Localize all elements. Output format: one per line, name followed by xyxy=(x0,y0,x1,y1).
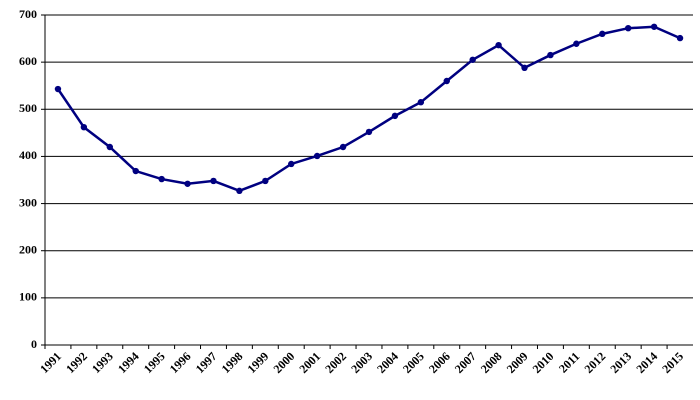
x-tick-label: 2012 xyxy=(581,349,608,376)
x-tick-label: 2009 xyxy=(504,349,531,376)
x-tick-label: 2015 xyxy=(659,349,686,376)
x-tick-label: 1994 xyxy=(115,349,142,376)
marker xyxy=(210,177,217,185)
x-tick-label: 2007 xyxy=(452,349,479,376)
x-tick-label: 2002 xyxy=(322,349,349,376)
y-tick-label: 400 xyxy=(19,148,37,162)
y-tick-label: 700 xyxy=(19,7,37,21)
marker xyxy=(676,34,684,42)
marker xyxy=(365,128,373,136)
x-tick-label: 1997 xyxy=(193,349,220,376)
x-tick-label: 2006 xyxy=(426,349,453,376)
marker xyxy=(80,124,88,131)
x-tick-label: 2001 xyxy=(296,349,323,376)
marker xyxy=(469,56,476,63)
marker xyxy=(521,64,528,72)
marker xyxy=(54,85,62,93)
x-tick-label: 1993 xyxy=(89,349,116,376)
x-tick-label: 1996 xyxy=(167,349,194,376)
x-tick-label: 1995 xyxy=(141,349,168,376)
x-tick-label: 2004 xyxy=(374,349,401,376)
y-tick-label: 0 xyxy=(31,337,37,351)
marker xyxy=(236,187,243,195)
x-tick-label: 1992 xyxy=(63,349,90,376)
marker xyxy=(495,41,502,49)
marker xyxy=(313,152,321,160)
y-tick-label: 600 xyxy=(19,54,37,68)
x-tick-label: 2003 xyxy=(348,349,375,376)
marker xyxy=(599,30,606,38)
marker xyxy=(288,160,295,168)
x-tick-label: 2011 xyxy=(556,349,582,375)
x-tick-label: 1998 xyxy=(219,349,246,376)
marker xyxy=(132,167,139,175)
x-tick-label: 2010 xyxy=(530,349,557,376)
marker xyxy=(391,112,399,120)
x-tick-label: 1991 xyxy=(37,349,64,376)
x-tick-label: 1999 xyxy=(245,349,272,376)
marker xyxy=(625,25,632,32)
x-tick-label: 2000 xyxy=(270,349,297,376)
x-tick-label: 2014 xyxy=(633,349,660,376)
marker xyxy=(547,51,554,59)
marker xyxy=(573,40,580,47)
marker xyxy=(184,180,191,187)
marker xyxy=(339,143,347,151)
x-tick-label: 2005 xyxy=(400,349,427,376)
marker xyxy=(443,77,450,85)
y-tick-label: 200 xyxy=(19,242,37,256)
marker xyxy=(106,143,114,151)
x-tick-label: 2013 xyxy=(607,349,634,376)
y-tick-label: 500 xyxy=(19,101,37,115)
marker xyxy=(158,175,165,183)
y-tick-label: 100 xyxy=(19,290,37,304)
y-tick-label: 300 xyxy=(19,195,37,209)
x-tick-label: 2008 xyxy=(478,349,505,376)
marker xyxy=(650,23,658,30)
marker xyxy=(262,177,269,185)
marker xyxy=(417,99,425,106)
